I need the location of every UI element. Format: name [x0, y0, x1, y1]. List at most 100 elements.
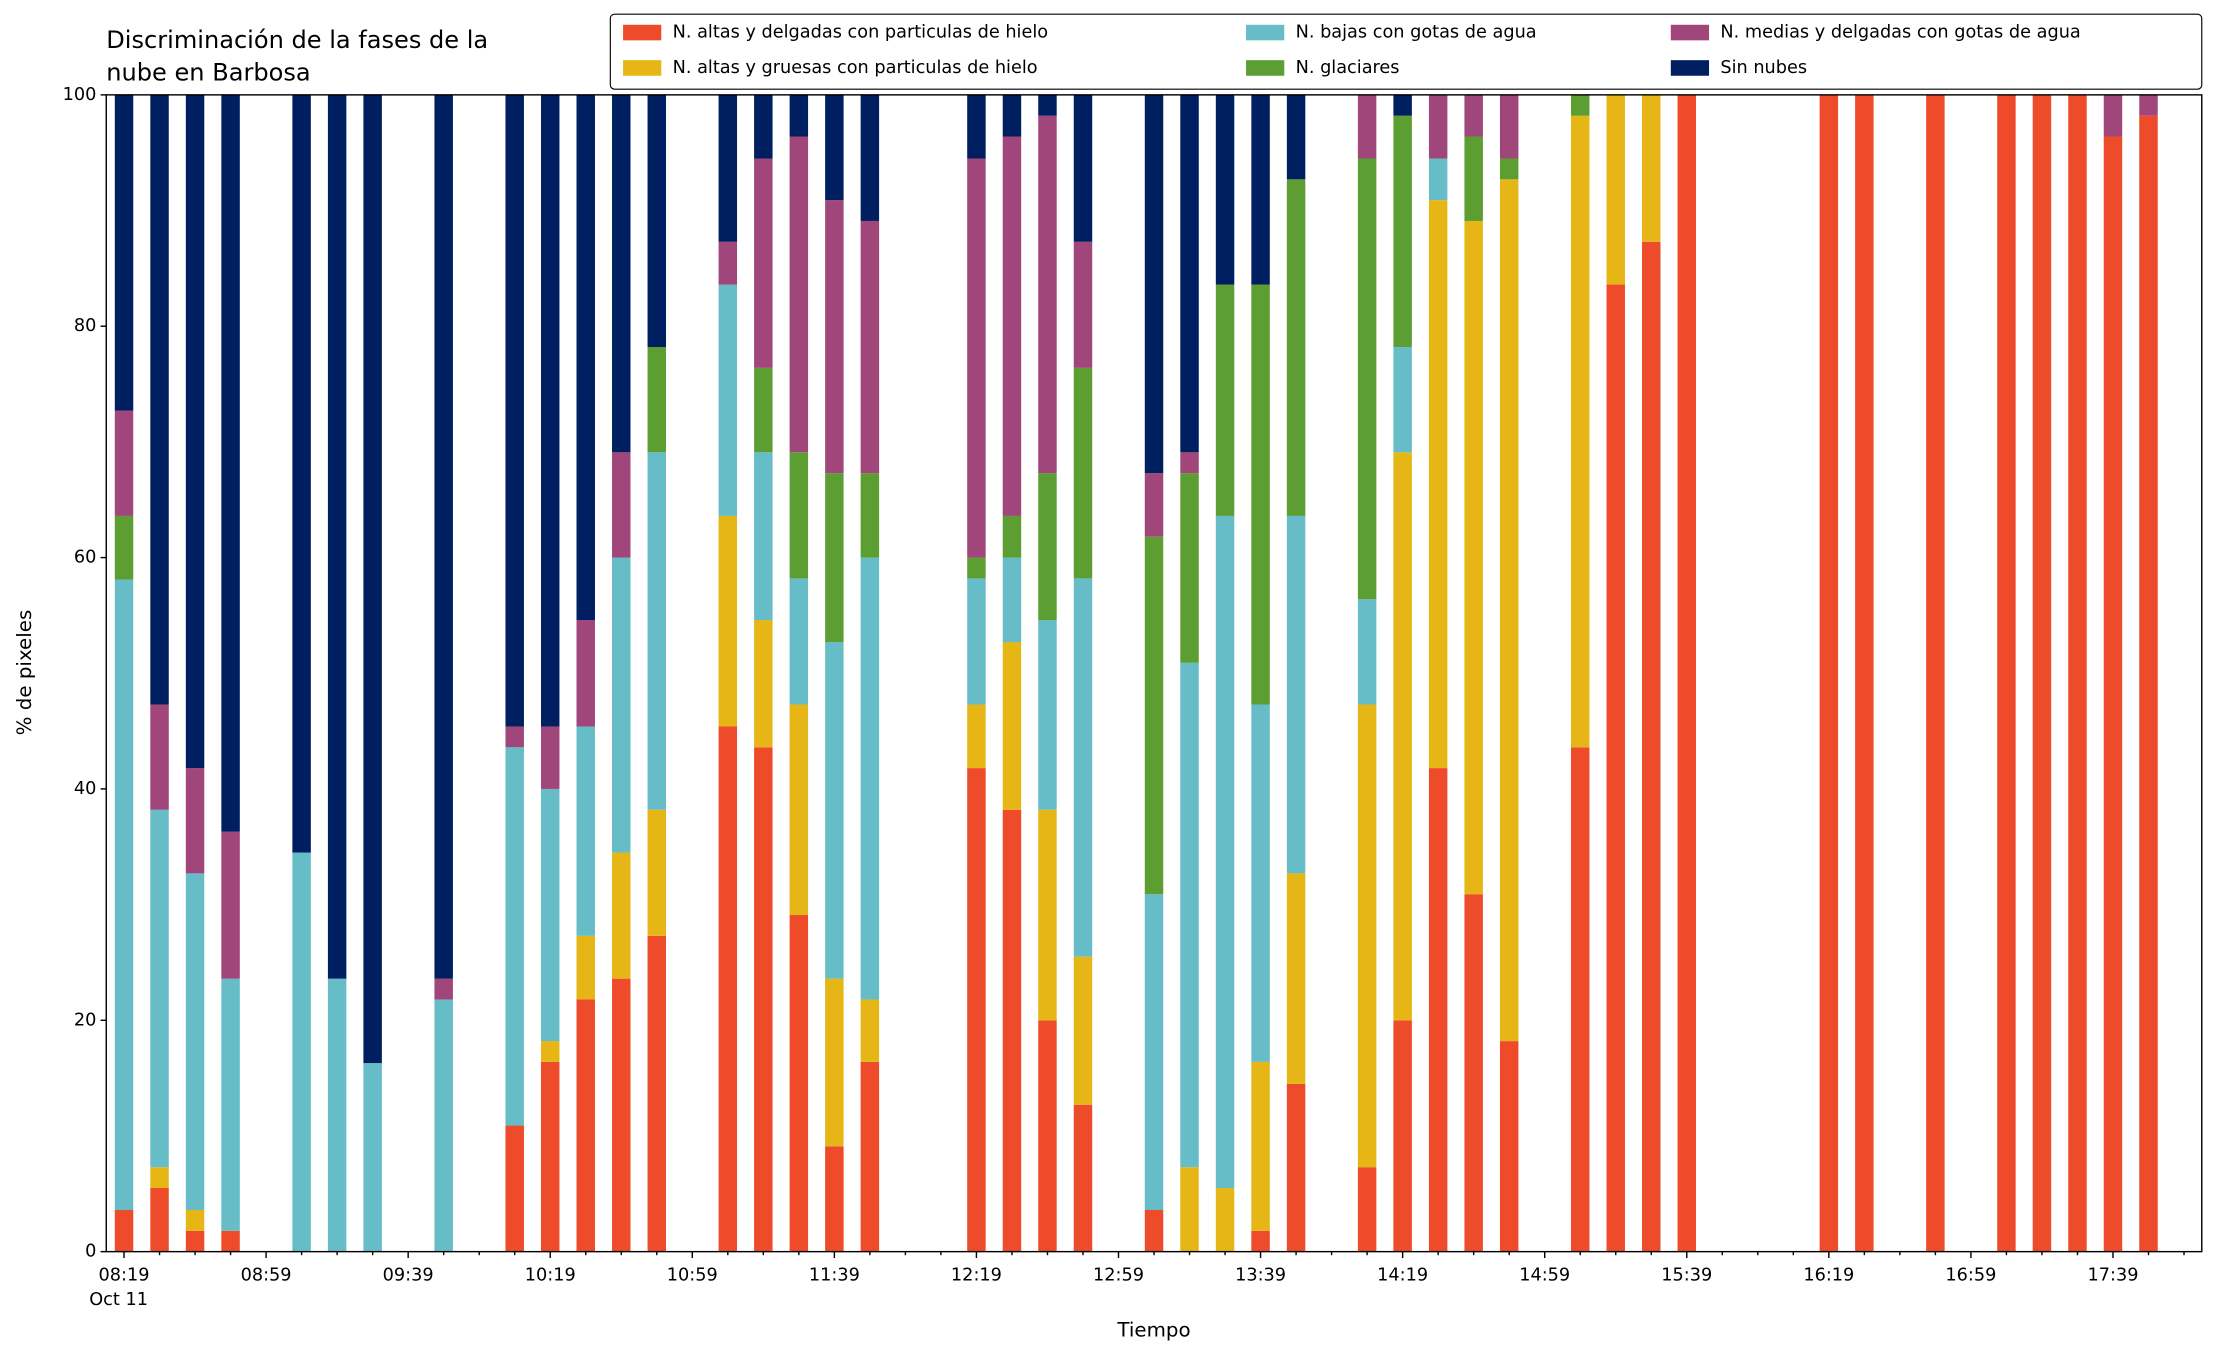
bar-segment [612, 852, 631, 979]
bar-segment [1251, 94, 1270, 285]
legend-label: N. altas y delgadas con particulas de hi… [673, 23, 1049, 43]
bar-segment [434, 94, 453, 979]
bar-segment [114, 579, 134, 1210]
bar-segment [1393, 115, 1412, 348]
bar-segment [434, 999, 453, 1252]
bar-segment [718, 241, 738, 285]
plot-frame [105, 94, 2203, 1253]
bar-segment [1357, 158, 1377, 600]
bar-segment [1286, 94, 1306, 180]
bar-segment [1073, 367, 1093, 579]
bar-segment [789, 915, 809, 1252]
bar-segment [825, 1146, 844, 1252]
bar-segment [1038, 115, 1057, 474]
bar-segment [2103, 136, 2123, 1252]
x-tick-label: 14:59 [1519, 1266, 1570, 1286]
x-tick-label: 13:39 [1235, 1266, 1286, 1286]
bar-segment [789, 94, 809, 137]
bar-segment [1819, 94, 1839, 1252]
x-tick-label: 17:39 [2087, 1266, 2138, 1286]
legend-swatch [1246, 24, 1285, 41]
bar-segment [114, 94, 134, 411]
bar-segment [1180, 94, 1199, 453]
legend-swatch [623, 24, 662, 41]
x-tick-label: 16:59 [1945, 1266, 1996, 1286]
bar-segment [754, 452, 773, 621]
bar-segment [1499, 158, 1519, 180]
bar-segment [1038, 809, 1057, 1021]
bar-segment [1251, 284, 1270, 705]
bar-segment [647, 347, 667, 453]
legend-label: N. bajas con gotas de agua [1296, 23, 1537, 43]
bar-segment [576, 935, 595, 1000]
legend-label: Sin nubes [1720, 58, 1807, 78]
bar-segment [1002, 809, 1022, 1252]
bar-segment [2139, 115, 2158, 1252]
chart-title: Discriminación de la fases de la [106, 26, 488, 54]
bar-segment [647, 935, 667, 1252]
bar-segment [1144, 536, 1164, 895]
bar-segment [789, 704, 809, 916]
bar-segment [1073, 241, 1093, 368]
bar-segment [1677, 94, 1697, 1252]
bar-segment [185, 768, 205, 874]
bar-segment [150, 1188, 169, 1252]
bar-segment [1215, 515, 1235, 1189]
bar-segment [114, 410, 134, 516]
bar-segment [505, 747, 524, 1126]
bar-segment [1073, 956, 1093, 1105]
bar-segment [1144, 94, 1164, 474]
x-tick-label: 15:39 [1661, 1266, 1712, 1286]
bar-segment [150, 1167, 169, 1189]
bar-segment [1428, 200, 1448, 769]
bar-segment [2068, 94, 2087, 1252]
legend-swatch [1246, 60, 1285, 76]
bar-segment [1038, 1020, 1057, 1252]
x-tick-label: 11:39 [809, 1266, 860, 1286]
bar-segment [860, 94, 880, 221]
bar-segment [221, 1230, 240, 1252]
legend-label: N. glaciares [1296, 58, 1400, 78]
bar-segment [185, 1209, 205, 1231]
bar-segment [2032, 94, 2052, 1252]
bar-segment [754, 367, 773, 453]
bar-segment [540, 726, 560, 789]
bar-segment [967, 557, 986, 579]
legend-label: N. altas y gruesas con particulas de hie… [673, 58, 1038, 78]
bar-segment [647, 94, 667, 348]
x-axis-label: Tiempo [1116, 1318, 1190, 1341]
bar-segment [1180, 452, 1199, 474]
bar-segment [967, 768, 986, 1252]
x-tick-label: 12:19 [951, 1266, 1002, 1286]
bar-segment [1180, 1167, 1199, 1252]
bar-segment [2139, 94, 2158, 116]
legend-label: N. medias y delgadas con gotas de agua [1720, 23, 2080, 43]
bar-segment [1251, 1061, 1270, 1231]
y-tick-label: 80 [74, 316, 97, 336]
bar-segment [1286, 873, 1306, 1084]
bar-segment [1144, 1209, 1164, 1252]
bar-segment [327, 978, 347, 1252]
x-tick-label: 09:39 [383, 1266, 434, 1286]
bar-segment [150, 94, 169, 705]
bar-segment [1073, 94, 1093, 242]
bar-segment [1073, 1104, 1093, 1252]
y-tick-label: 0 [85, 1242, 96, 1262]
bar-segment [1038, 94, 1057, 116]
bar-segment [789, 136, 809, 453]
bar-segment [185, 94, 205, 769]
x-tick-label: 10:19 [525, 1266, 576, 1286]
bar-segment [754, 94, 773, 159]
bar-segment [718, 726, 738, 1252]
bar-segment [185, 1230, 205, 1252]
bar-segment [1038, 620, 1057, 810]
bar-segment [150, 809, 169, 1168]
bar-segment [1642, 94, 1661, 242]
bar-segment [185, 873, 205, 1210]
bar-segment [1642, 241, 1661, 1252]
x-tick-label: 14:19 [1377, 1266, 1428, 1286]
bar-segment [1855, 94, 1874, 1252]
bar-segment [221, 831, 240, 979]
bar-segment [1215, 94, 1235, 285]
bar-segment [1606, 94, 1625, 285]
